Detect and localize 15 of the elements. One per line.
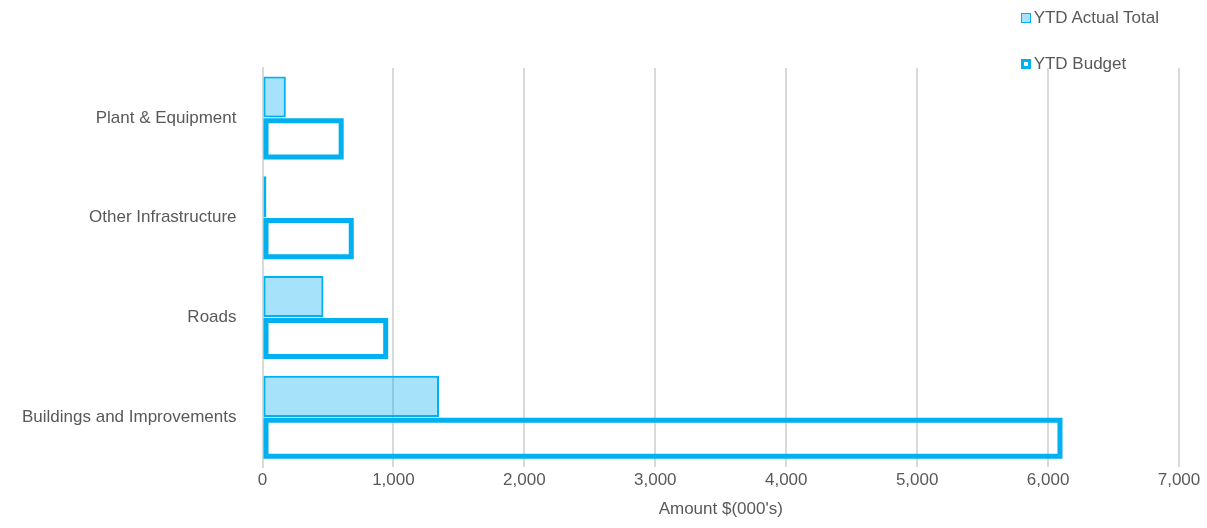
legend-label: YTD Actual Total bbox=[1033, 8, 1159, 28]
x-tick-label: 6,000 bbox=[1026, 470, 1070, 490]
y-tick-label: Roads bbox=[187, 307, 237, 327]
x-tick-label: 1,000 bbox=[372, 470, 415, 490]
x-tick-label: 3,000 bbox=[634, 470, 677, 490]
y-tick-label: Plant & Equipment bbox=[95, 107, 237, 127]
y-tick-label: Buildings and Improvements bbox=[21, 406, 237, 426]
x-tick-label: 5,000 bbox=[895, 470, 939, 490]
x-axis-title: Amount $(000's) bbox=[658, 499, 783, 519]
x-tick-label: 4,000 bbox=[764, 470, 808, 490]
x-tick-label: 7,000 bbox=[1157, 470, 1201, 490]
y-tick-label: Other Infrastructure bbox=[89, 207, 237, 227]
x-tick-label: 2,000 bbox=[503, 470, 546, 490]
legend-label: YTD Budget bbox=[1033, 54, 1127, 74]
x-tick-label: 0 bbox=[257, 470, 268, 490]
